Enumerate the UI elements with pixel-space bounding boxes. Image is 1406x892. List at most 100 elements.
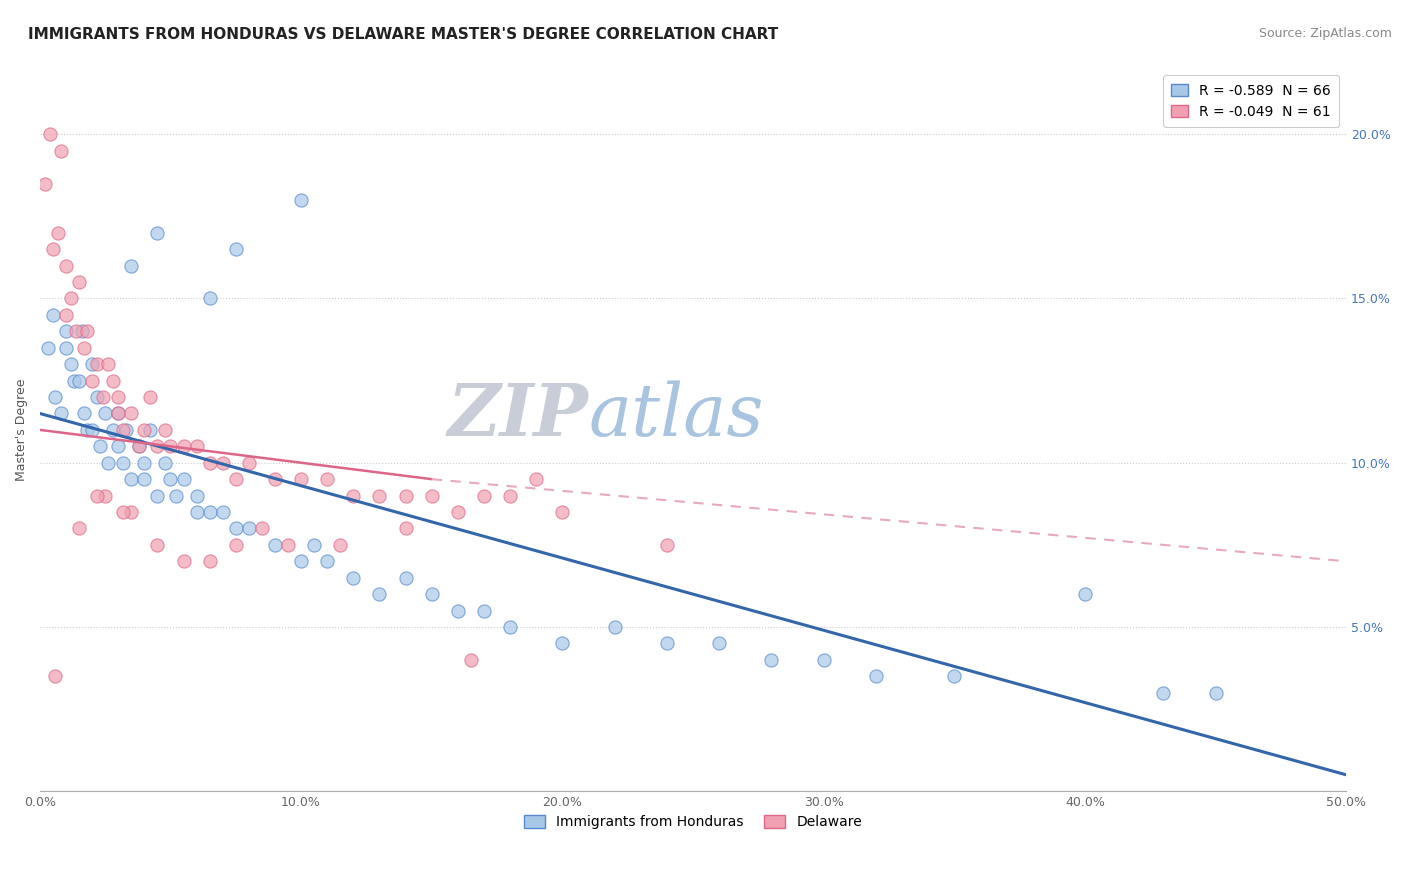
Point bbox=[316, 472, 339, 486]
Legend: Immigrants from Honduras, Delaware: Immigrants from Honduras, Delaware bbox=[519, 810, 868, 835]
Point bbox=[264, 538, 287, 552]
Point bbox=[42, 242, 65, 256]
Point bbox=[120, 259, 142, 273]
Point bbox=[368, 489, 391, 503]
Text: ZIP: ZIP bbox=[447, 380, 589, 451]
Point bbox=[225, 521, 247, 535]
Point bbox=[1074, 587, 1097, 601]
Point bbox=[250, 521, 273, 535]
Point bbox=[42, 308, 65, 322]
Point bbox=[655, 636, 678, 650]
Point bbox=[499, 489, 522, 503]
Point bbox=[211, 505, 233, 519]
Point bbox=[128, 439, 150, 453]
Point bbox=[290, 193, 312, 207]
Point bbox=[655, 538, 678, 552]
Point bbox=[198, 505, 221, 519]
Point bbox=[394, 571, 416, 585]
Point bbox=[146, 489, 169, 503]
Point bbox=[524, 472, 547, 486]
Point bbox=[211, 456, 233, 470]
Point bbox=[420, 489, 443, 503]
Point bbox=[115, 423, 138, 437]
Point bbox=[55, 259, 77, 273]
Point bbox=[39, 127, 62, 141]
Point bbox=[107, 407, 129, 421]
Point bbox=[155, 423, 177, 437]
Point bbox=[91, 390, 114, 404]
Point bbox=[264, 472, 287, 486]
Point bbox=[1205, 686, 1227, 700]
Point bbox=[80, 374, 103, 388]
Point bbox=[60, 292, 83, 306]
Point bbox=[302, 538, 325, 552]
Point bbox=[120, 407, 142, 421]
Point bbox=[146, 538, 169, 552]
Point bbox=[447, 604, 470, 618]
Point bbox=[499, 620, 522, 634]
Point bbox=[86, 390, 108, 404]
Point bbox=[342, 571, 364, 585]
Point bbox=[277, 538, 299, 552]
Point bbox=[165, 489, 187, 503]
Text: IMMIGRANTS FROM HONDURAS VS DELAWARE MASTER'S DEGREE CORRELATION CHART: IMMIGRANTS FROM HONDURAS VS DELAWARE MAS… bbox=[28, 27, 779, 42]
Point bbox=[238, 521, 260, 535]
Y-axis label: Master's Degree: Master's Degree bbox=[15, 378, 28, 481]
Point bbox=[394, 521, 416, 535]
Point bbox=[67, 374, 90, 388]
Point bbox=[55, 324, 77, 338]
Point bbox=[34, 177, 56, 191]
Point bbox=[865, 669, 887, 683]
Point bbox=[55, 308, 77, 322]
Point bbox=[107, 390, 129, 404]
Point bbox=[198, 456, 221, 470]
Point bbox=[1152, 686, 1174, 700]
Point bbox=[70, 324, 93, 338]
Point bbox=[37, 341, 59, 355]
Point bbox=[134, 423, 156, 437]
Point bbox=[73, 341, 96, 355]
Point bbox=[120, 472, 142, 486]
Point bbox=[186, 439, 208, 453]
Point bbox=[198, 554, 221, 568]
Point bbox=[813, 653, 835, 667]
Point bbox=[186, 489, 208, 503]
Point bbox=[138, 390, 160, 404]
Point bbox=[107, 439, 129, 453]
Point bbox=[44, 669, 66, 683]
Point bbox=[128, 439, 150, 453]
Point bbox=[198, 292, 221, 306]
Point bbox=[97, 357, 120, 371]
Point bbox=[101, 423, 124, 437]
Point bbox=[55, 341, 77, 355]
Point bbox=[80, 357, 103, 371]
Point bbox=[86, 357, 108, 371]
Point bbox=[707, 636, 730, 650]
Point bbox=[107, 407, 129, 421]
Point bbox=[76, 324, 98, 338]
Point bbox=[67, 275, 90, 289]
Point bbox=[94, 407, 117, 421]
Point bbox=[316, 554, 339, 568]
Point bbox=[186, 505, 208, 519]
Point bbox=[460, 653, 482, 667]
Point bbox=[173, 472, 195, 486]
Point bbox=[472, 604, 495, 618]
Point bbox=[89, 439, 111, 453]
Text: atlas: atlas bbox=[589, 380, 763, 450]
Point bbox=[46, 226, 69, 240]
Point bbox=[394, 489, 416, 503]
Point bbox=[146, 226, 169, 240]
Point bbox=[138, 423, 160, 437]
Point bbox=[603, 620, 626, 634]
Point bbox=[97, 456, 120, 470]
Point bbox=[943, 669, 966, 683]
Point bbox=[238, 456, 260, 470]
Point bbox=[472, 489, 495, 503]
Point bbox=[551, 636, 574, 650]
Point bbox=[80, 423, 103, 437]
Point bbox=[173, 554, 195, 568]
Point bbox=[159, 472, 181, 486]
Point bbox=[225, 242, 247, 256]
Point bbox=[62, 374, 84, 388]
